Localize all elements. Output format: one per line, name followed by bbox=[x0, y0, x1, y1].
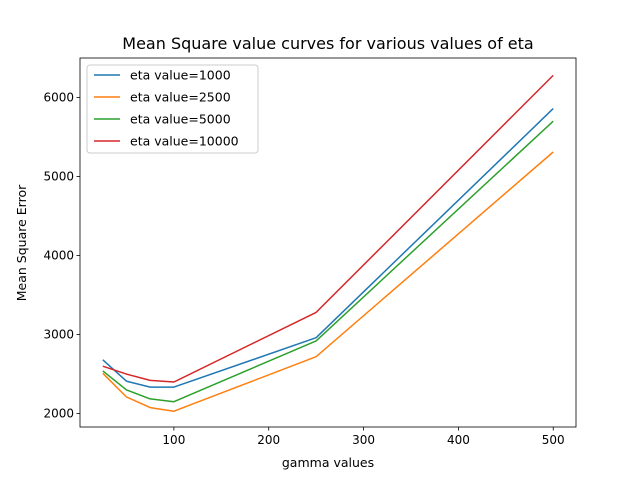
legend-box bbox=[86, 64, 259, 154]
y-tick-label: 6000 bbox=[43, 91, 74, 105]
y-tick-label: 2000 bbox=[43, 407, 74, 421]
x-tick-label: 400 bbox=[447, 433, 470, 447]
axes-frame bbox=[79, 57, 577, 428]
y-tick-label: 3000 bbox=[43, 328, 74, 342]
series-line-4 bbox=[102, 74, 554, 383]
y-tick-label: 4000 bbox=[43, 249, 74, 263]
x-axis-label: gamma values bbox=[282, 455, 374, 470]
x-tick-label: 100 bbox=[162, 433, 185, 447]
chart-title: Mean Square value curves for various val… bbox=[122, 34, 533, 53]
legend: eta value=1000 eta value=2500 eta value=50… bbox=[86, 64, 259, 154]
y-axis-label: Mean Square Error bbox=[14, 184, 29, 301]
y-tick-label: 5000 bbox=[43, 170, 74, 184]
x-tick-label: 200 bbox=[257, 433, 280, 447]
legend-label-4: eta value=10000 bbox=[130, 134, 239, 149]
series-line-3 bbox=[102, 120, 554, 403]
x-tick-label: 300 bbox=[352, 433, 375, 447]
legend-label-2: eta value=2500 bbox=[130, 90, 231, 105]
plot-area: 100 200 300 400 500 2000 3000 4000 5000 6000 bbox=[43, 57, 577, 447]
legend-label-3: eta value=5000 bbox=[130, 112, 231, 127]
x-tick-label: 500 bbox=[542, 433, 565, 447]
legend-label-1: eta value=1000 bbox=[130, 68, 231, 83]
series-line-2 bbox=[102, 151, 554, 412]
series-line-1 bbox=[102, 108, 554, 388]
